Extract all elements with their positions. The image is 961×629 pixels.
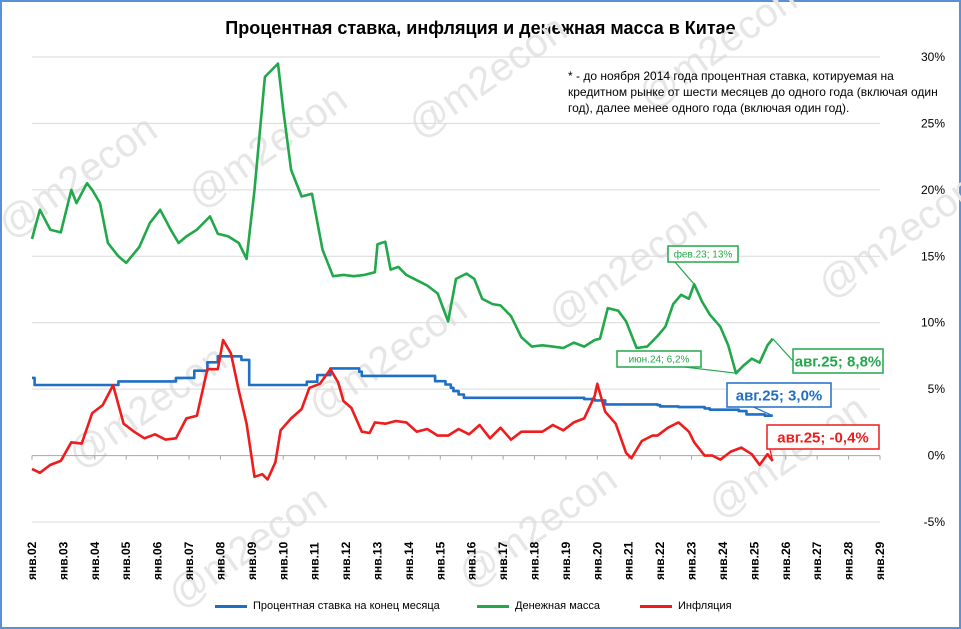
x-tick-label: янв.11 — [308, 542, 322, 580]
footnote: * - до ноября 2014 года процентная ставк… — [568, 69, 938, 115]
callout-money-last-leader — [772, 338, 794, 362]
x-tick-label: янв.07 — [182, 541, 196, 580]
watermark-text: @m2econ — [60, 336, 235, 477]
legend-label-inflation: Инфляция — [678, 600, 732, 612]
watermark-text: @m2econ — [540, 196, 715, 337]
series-lines — [30, 62, 774, 481]
y-axis-ticks: 30% 25% 20% 15% 10% 5% 0% -5% — [921, 50, 945, 529]
x-tick-label: янв.09 — [245, 541, 259, 580]
series-line-inflation — [31, 338, 774, 481]
legend-label-money: Денежная масса — [515, 600, 600, 612]
callouts: фев.23; 13% июн.24; 6,2% авг.25; 8,8% авг.2… — [616, 245, 884, 462]
y-tick-label: 25% — [921, 116, 945, 130]
x-tick-label: янв.15 — [433, 541, 447, 580]
x-tick-label: янв.18 — [528, 541, 542, 580]
callout-infl-last-label: авг.25; -0,4% — [777, 429, 869, 446]
y-tick-label: 20% — [921, 183, 945, 197]
legend-swatch-inflation — [640, 604, 672, 608]
x-tick-label: янв.14 — [402, 541, 416, 580]
x-tick-label: янв.02 — [25, 541, 39, 580]
x-tick-label: янв.28 — [842, 541, 856, 580]
x-tick-label: янв.05 — [119, 541, 133, 580]
y-tick-label: 0% — [928, 449, 946, 463]
x-tick-label: янв.10 — [276, 541, 290, 580]
y-tick-label: 30% — [921, 50, 945, 64]
watermark-text: @m2econ — [300, 286, 475, 427]
series-line-money — [30, 62, 774, 375]
x-tick-label: янв.19 — [559, 541, 573, 580]
legend-swatch-rate — [215, 604, 247, 608]
callout-money-last-label: авг.25; 8,8% — [795, 353, 882, 370]
legend-label-rate: Процентная ставка на конец месяца — [253, 600, 440, 612]
x-tick-label: янв.06 — [151, 541, 165, 580]
x-tick-label: янв.24 — [716, 541, 730, 580]
x-tick-label: янв.08 — [213, 541, 227, 580]
x-tick-label: янв.25 — [747, 541, 761, 580]
x-tick-label: янв.13 — [370, 541, 384, 580]
y-tick-label: 15% — [921, 249, 945, 263]
series-line-rate — [32, 355, 773, 417]
y-tick-label: 10% — [921, 316, 945, 330]
x-tick-label: янв.12 — [339, 541, 353, 580]
x-tick-label: янв.21 — [622, 541, 636, 580]
x-tick-label: янв.26 — [779, 541, 793, 580]
x-tick-label: янв.03 — [56, 541, 70, 580]
legend-item-rate: Процентная ставка на конец месяца — [215, 600, 440, 612]
callout-rate-last-label: авг.25; 3,0% — [736, 387, 823, 404]
x-tick-label: янв.20 — [590, 541, 604, 580]
x-tick-label: янв.27 — [810, 541, 824, 580]
callout-rate-last-box — [726, 382, 832, 408]
y-tick-label: -5% — [924, 515, 946, 529]
legend-item-inflation: Инфляция — [640, 600, 732, 612]
x-tick-label: янв.23 — [685, 541, 699, 580]
x-tick-label: янв.22 — [653, 541, 667, 580]
callout-money-last-box — [792, 348, 884, 374]
x-tick-label: янв.17 — [496, 541, 510, 580]
x-tick-label: янв.29 — [873, 541, 887, 580]
chart-title: Процентная ставка, инфляция и денежная м… — [225, 18, 736, 38]
watermark-text: @m2econ — [400, 6, 575, 147]
legend-item-money: Денежная масса — [477, 600, 600, 612]
callout-money-low-box — [616, 350, 702, 368]
callout-money-peak-box — [667, 245, 739, 263]
watermark-text: @m2econ — [180, 76, 355, 217]
legend-swatch-money — [477, 604, 509, 608]
x-tick-label: янв.16 — [465, 541, 479, 580]
callout-money-low-label: июн.24; 6,2% — [629, 355, 690, 366]
x-axis-ticks: янв.02 янв.03 янв.04 янв.05 янв.06 янв.07 янв.… — [25, 455, 887, 580]
gridlines — [32, 56, 880, 523]
callout-money-peak-label: фев.23; 13% — [674, 249, 733, 261]
x-tick-label: янв.04 — [88, 541, 102, 580]
watermark-text: @m2econ — [0, 106, 165, 247]
callout-infl-last-box — [766, 424, 880, 450]
y-tick-label: 5% — [928, 382, 946, 396]
